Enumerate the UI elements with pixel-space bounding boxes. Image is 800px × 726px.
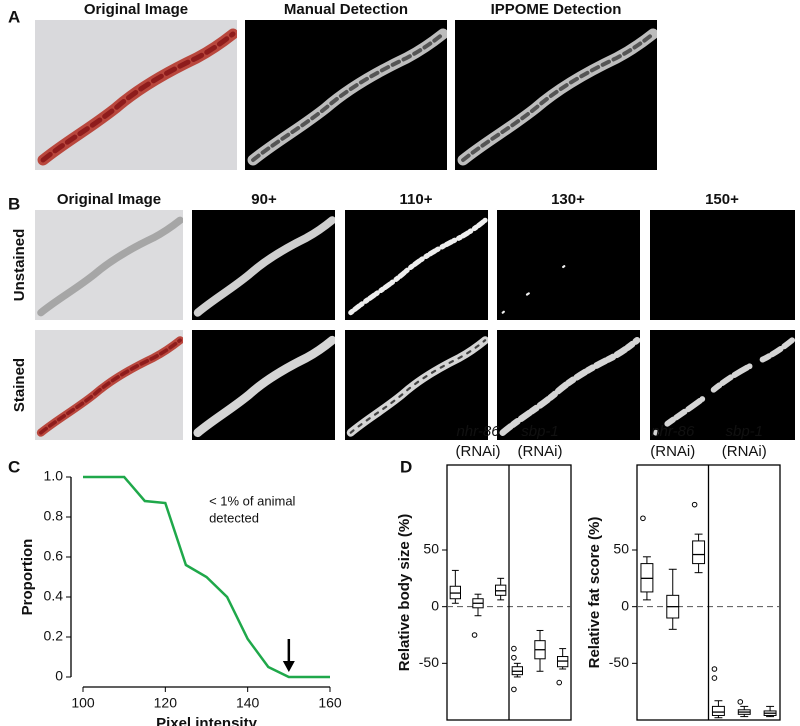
micrograph [192, 330, 335, 440]
panel-label: B [8, 194, 20, 213]
x-tick-label: 160 [318, 695, 342, 711]
y-tick-label: 0.6 [44, 548, 64, 564]
micrograph [497, 330, 640, 440]
micrograph [35, 20, 237, 170]
box [692, 540, 706, 565]
y-tick-label: -50 [609, 654, 629, 670]
image-title: 150+ [705, 191, 739, 208]
annotation: < 1% of animal [209, 493, 295, 508]
group-label: (RNAi) [518, 443, 563, 460]
y-tick-label: 50 [613, 541, 629, 557]
y-tick-label: 0 [621, 597, 629, 613]
data-line [83, 475, 330, 679]
image-title: IPPOME Detection [491, 1, 622, 18]
image-title: 90+ [251, 191, 277, 208]
outlier [556, 679, 563, 686]
y-tick-label: 0 [55, 668, 63, 684]
y-axis-label: Relative body size (%) [396, 514, 413, 672]
outlier [511, 654, 517, 661]
y-tick-label: 0.4 [44, 588, 64, 604]
x-tick-label: 140 [236, 695, 260, 711]
y-axis-label: Relative fat score (%) [586, 517, 603, 669]
y-tick-label: 0 [431, 597, 439, 613]
outlier [511, 645, 517, 652]
outlier [511, 686, 517, 693]
outlier [711, 675, 718, 681]
x-tick-label: 100 [71, 695, 95, 711]
micrograph [497, 210, 640, 320]
group-name: nhr-86 [456, 423, 500, 440]
micrograph [35, 330, 183, 440]
outlier [691, 501, 698, 508]
micrograph [35, 210, 183, 320]
group-label: (RNAi) [722, 443, 767, 460]
group-name: nhr-86 [651, 423, 695, 440]
panel-label: D [400, 457, 412, 476]
group-name: sbp-1 [521, 423, 559, 440]
annotation: detected [209, 510, 259, 525]
image-title: 130+ [551, 191, 585, 208]
y-tick-label: 0.8 [44, 508, 64, 524]
y-tick-label: 1.0 [44, 468, 64, 484]
charts: 0 0.2 0.4 0.6 0.8 1.0 100 120 140 160 Pixel intens… [19, 423, 781, 726]
group-label: (RNAi) [456, 443, 501, 460]
micrograph [345, 210, 488, 320]
image-title: Original Image [57, 191, 161, 208]
image-title: 110+ [400, 191, 433, 208]
row-label: Unstained [11, 229, 28, 302]
row-label: Stained [11, 358, 28, 412]
y-axis-label: Proportion [19, 539, 36, 616]
outlier [471, 632, 478, 638]
micrograph [650, 210, 795, 320]
x-axis-label: Pixel intensity [156, 715, 258, 726]
y-tick-label: 50 [423, 541, 439, 557]
micrograph [650, 330, 795, 440]
micrograph [455, 20, 657, 170]
y-tick-label: -50 [419, 654, 439, 670]
image-title: Manual Detection [284, 1, 408, 18]
outlier [737, 699, 744, 705]
x-tick-label: 120 [154, 695, 178, 711]
group-label: (RNAi) [650, 443, 695, 460]
micrograph [345, 330, 488, 440]
micrograph [192, 210, 335, 320]
image-title: Original Image [84, 1, 188, 18]
panel-label: C [8, 457, 20, 476]
outlier [711, 666, 718, 672]
arrow-head [282, 661, 295, 672]
outlier [640, 515, 646, 522]
micrograph [245, 20, 447, 170]
box [711, 705, 725, 716]
panel-label: A [8, 7, 20, 26]
y-tick-label: 0.2 [44, 628, 64, 644]
group-name: sbp-1 [725, 423, 763, 440]
